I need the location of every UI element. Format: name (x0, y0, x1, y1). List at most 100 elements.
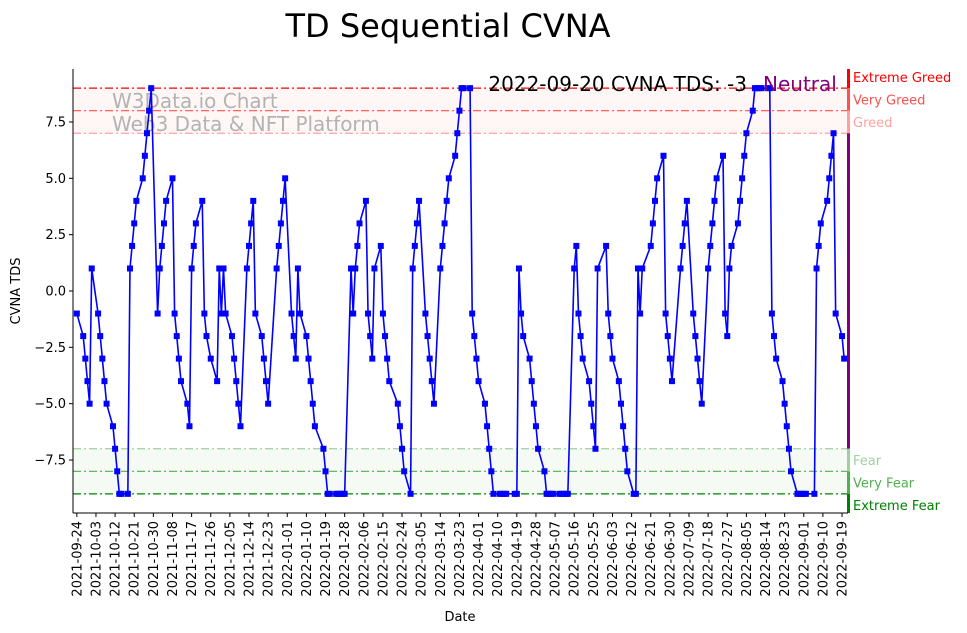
data-point (350, 310, 357, 317)
data-point (384, 355, 391, 362)
series-line (76, 87, 845, 495)
data-point (488, 468, 495, 475)
x-tick-label: 2022-01-01 (281, 521, 296, 597)
data-point (401, 468, 408, 475)
data-point (841, 355, 848, 362)
data-point (503, 490, 510, 497)
data-point (783, 423, 790, 430)
data-point (586, 378, 593, 385)
data-point (273, 265, 280, 272)
y-ticks: −7.5 −5.0 −2.5 0.0 2.5 5.0 7.5 (34, 115, 73, 469)
data-point (828, 152, 835, 159)
data-point (367, 333, 374, 340)
x-tick-label: 2021-12-14 (243, 521, 258, 597)
x-tick-label: 2022-07-18 (702, 521, 717, 597)
data-point (248, 220, 255, 227)
data-point (802, 490, 809, 497)
series-layer (73, 85, 848, 497)
data-point (549, 490, 556, 497)
data-point (103, 400, 110, 407)
data-point (654, 175, 661, 182)
threshold-lines (73, 87, 848, 495)
data-point (131, 220, 138, 227)
data-point (394, 400, 401, 407)
data-point (624, 468, 631, 475)
data-point (294, 265, 301, 272)
y-tick-label: 5.0 (45, 172, 66, 187)
data-point (280, 197, 287, 204)
data-point (617, 400, 624, 407)
x-tick-label: 2021-11-26 (204, 521, 219, 597)
data-point (773, 355, 780, 362)
data-point (233, 378, 240, 385)
data-point (141, 152, 148, 159)
data-point (173, 333, 180, 340)
x-ticks: 2021-09-24 2021-10-03 2021-10-12 2021-10-21… (70, 513, 851, 597)
data-point (811, 490, 818, 497)
data-point (222, 310, 229, 317)
data-point (664, 333, 671, 340)
data-point (639, 265, 646, 272)
data-point (520, 333, 527, 340)
data-point (637, 310, 644, 317)
data-point (460, 85, 467, 92)
x-tick-label: 2022-05-07 (549, 521, 564, 597)
data-point (711, 197, 718, 204)
x-tick-label: 2021-11-17 (185, 521, 200, 597)
status-bar (847, 69, 850, 513)
y-tick-label: 7.5 (45, 115, 66, 130)
data-point (430, 400, 437, 407)
threshold-label-fear: Fear (853, 454, 882, 469)
data-point (632, 490, 639, 497)
data-point (73, 310, 80, 317)
data-point (826, 175, 833, 182)
data-point (229, 333, 236, 340)
watermark-line2: Web3 Data & NFT Platform (112, 112, 380, 136)
data-point (577, 333, 584, 340)
watermark-line1: W3Data.io Chart (112, 89, 278, 113)
data-point (97, 333, 104, 340)
data-point (824, 197, 831, 204)
data-point (781, 400, 788, 407)
data-point (724, 333, 731, 340)
data-point (428, 378, 435, 385)
data-point (192, 220, 199, 227)
threshold-label-very-greed: Very Greed (853, 93, 925, 108)
data-point (456, 107, 463, 114)
data-point (396, 423, 403, 430)
data-point (766, 85, 773, 92)
data-point (749, 107, 756, 114)
data-point (454, 130, 461, 137)
data-point (235, 400, 242, 407)
data-point (109, 423, 116, 430)
data-point (275, 242, 282, 249)
data-point (190, 242, 197, 249)
data-point (490, 490, 497, 497)
x-tick-label: 2022-08-05 (740, 521, 755, 597)
data-point (590, 423, 597, 430)
data-point (265, 400, 272, 407)
x-tick-label: 2022-04-28 (529, 521, 544, 597)
data-point (668, 378, 675, 385)
data-point (726, 265, 733, 272)
data-point (409, 265, 416, 272)
data-point (411, 242, 418, 249)
data-point (471, 333, 478, 340)
data-point (207, 355, 214, 362)
data-point (660, 152, 667, 159)
data-point (622, 445, 629, 452)
x-axis-label: Date (444, 610, 475, 625)
data-point (184, 400, 191, 407)
threshold-label-greed: Greed (853, 116, 892, 131)
data-point (526, 355, 533, 362)
data-point (692, 333, 699, 340)
data-point (634, 265, 641, 272)
data-point (728, 242, 735, 249)
data-point (80, 333, 87, 340)
data-point (320, 445, 327, 452)
data-point (651, 197, 658, 204)
data-point (160, 220, 167, 227)
data-point (530, 400, 537, 407)
status-bar-segment-very-fear (847, 471, 850, 494)
data-point (713, 175, 720, 182)
